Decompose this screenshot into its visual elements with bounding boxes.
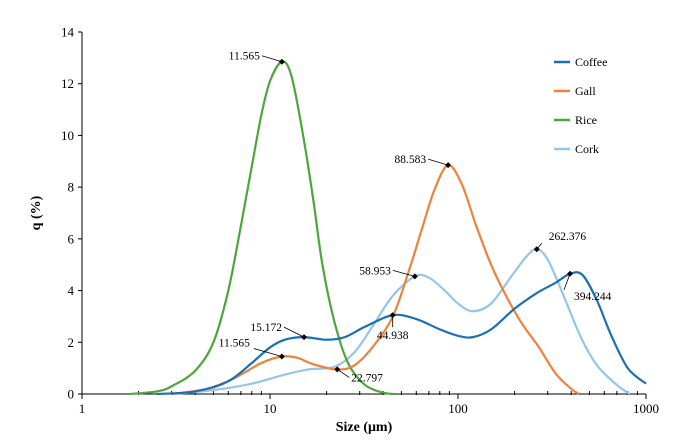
series-line-cork [171,248,631,396]
annotation-leader [392,269,415,277]
annotation-leader [283,326,305,338]
annotation-label: 262.376 [549,231,587,243]
annotation-label: 11.565 [219,338,250,350]
annotation-layer: 11.565 88.583 262.376 58.953 394.244 15.172 44… [219,51,612,385]
legend-label-coffee: Coffee [575,55,607,69]
annotation-leader [337,369,350,378]
axes: 0 2 4 6 8 10 12 14 1 10 100 1000 [61,25,659,417]
x-tick-label: 10 [264,401,277,416]
series-line-rice [129,60,393,396]
annotation-marker [389,312,396,319]
legend: Coffee Gall Rice Cork [554,55,607,156]
y-tick-label: 4 [68,283,75,298]
annotation-leader [563,273,571,290]
y-tick-label: 10 [61,128,74,143]
annotation-label: 11.565 [229,51,260,63]
annotation-label: 44.938 [377,330,409,342]
x-axis-title: Size (μm) [336,420,393,435]
y-tick-label: 2 [68,335,75,350]
y-axis-title: q (%) [29,195,44,230]
annotation-marker [278,353,285,360]
annotation-label: 88.583 [394,154,426,166]
annotation-marker [278,58,285,65]
series-layer [129,60,647,396]
annotation-marker [533,246,540,253]
annotation-marker [301,334,308,341]
annotation-label: 58.953 [359,265,391,277]
legend-label-gall: Gall [575,84,596,98]
series-line-coffee [156,271,647,396]
x-tick-label: 100 [448,401,468,416]
annotation-leader [427,158,449,166]
annotation-marker [567,270,574,277]
annotation-leader [253,348,282,357]
annotation-marker [334,366,341,373]
annotation-marker [411,273,418,280]
y-tick-label: 14 [61,25,75,40]
annotation-label: 22.797 [351,372,383,384]
y-tick-label: 8 [68,180,75,195]
y-tick-label: 6 [68,231,75,246]
annotation-label: 394.244 [574,291,612,303]
y-tick-label: 12 [61,76,74,91]
y-tick-label: 0 [68,387,75,402]
series-line-gall [171,164,580,396]
legend-label-rice: Rice [575,113,597,127]
legend-label-cork: Cork [575,142,599,156]
annotation-marker [445,162,452,169]
x-tick-label: 1000 [633,401,659,416]
annotation-leader [261,55,282,63]
x-tick-label: 1 [79,401,86,416]
annotation-label: 15.172 [250,322,282,334]
